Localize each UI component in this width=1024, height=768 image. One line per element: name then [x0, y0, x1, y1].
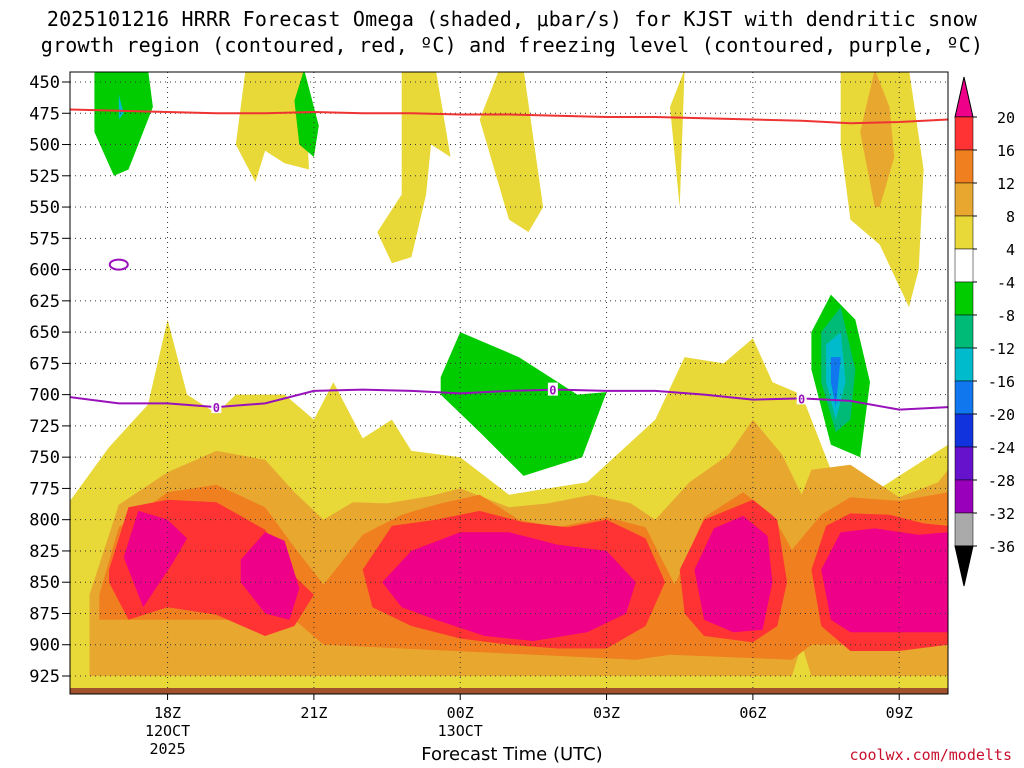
omega-region-upper-goldenrod — [860, 72, 895, 208]
xtick-label-21Z-0: 21Z — [300, 704, 327, 722]
title-line-1: 2025101216 HRRR Forecast Omega (shaded, … — [46, 7, 978, 31]
freezing-small-contour — [108, 258, 129, 271]
colorbar-swatch-6 — [954, 281, 974, 316]
ytick-label-750: 750 — [29, 448, 60, 468]
ytick-label-475: 475 — [29, 104, 60, 124]
colorbar-swatch-8 — [954, 347, 974, 382]
dendritic-growth-contour — [69, 108, 949, 125]
xtick-label-06Z-0: 06Z — [739, 704, 766, 722]
colorbar-label-1: 16 — [997, 142, 1015, 160]
freezing-label-bg-0 — [211, 400, 222, 414]
ytick-label-500: 500 — [29, 136, 60, 156]
colorbar-label-3: 8 — [1006, 208, 1015, 226]
omega-region-upper-yellow-1 — [235, 72, 309, 182]
xtick-label-09Z-0: 09Z — [886, 704, 913, 722]
colorbar-label-13: -36 — [988, 538, 1015, 556]
omega-region-upper-yellow-2 — [377, 72, 451, 264]
colorbar-swatch-9 — [954, 380, 974, 415]
ytick-label-900: 900 — [29, 636, 60, 656]
ytick-label-600: 600 — [29, 261, 60, 281]
omega-region-upper-yellow-4 — [670, 72, 685, 208]
xtick-label-18Z-1: 12OCT — [145, 722, 190, 740]
colorbar-label-7: -12 — [988, 340, 1015, 358]
omega-region-mid-green — [440, 332, 607, 476]
colorbar-label-12: -32 — [988, 505, 1015, 523]
title-line-2: growth region (contoured, red, ºC) and f… — [40, 33, 984, 57]
colorbar-swatch-10 — [954, 413, 974, 448]
colorbar-swatch-11 — [954, 446, 974, 481]
omega-region-low-level-magenta-4 — [694, 515, 773, 633]
freezing-label-2: 0 — [798, 392, 805, 406]
ground-strip — [70, 688, 948, 694]
ytick-label-650: 650 — [29, 323, 60, 343]
omega-region-low-level-magenta-1 — [123, 510, 188, 608]
colorbar-label-2: 12 — [997, 175, 1015, 193]
ytick-label-625: 625 — [29, 292, 60, 312]
colorbar-swatch-12 — [954, 479, 974, 514]
omega-region-upper-green-2 — [294, 72, 319, 157]
colorbar-label-9: -20 — [988, 406, 1015, 424]
colorbar-swatch-3 — [954, 182, 974, 217]
colorbar-top-arrow — [954, 76, 974, 118]
ytick-label-825: 825 — [29, 542, 60, 562]
ytick-label-575: 575 — [29, 229, 60, 249]
xtick-label-03Z-0: 03Z — [593, 704, 620, 722]
colorbar-label-6: -8 — [997, 307, 1015, 325]
freezing-label-bg-1 — [547, 382, 558, 396]
colorbar-label-4: 4 — [1006, 241, 1015, 259]
colorbar-swatch-4 — [954, 215, 974, 250]
xtick-label-18Z-0: 18Z — [154, 704, 181, 722]
omega-region-low-level-magenta-5 — [821, 528, 948, 633]
ytick-label-700: 700 — [29, 386, 60, 406]
ytick-label-725: 725 — [29, 417, 60, 437]
ytick-label-550: 550 — [29, 198, 60, 218]
omega-region-low-level-magenta-2 — [240, 532, 300, 620]
omega-region-upper-yellow-3 — [479, 72, 544, 233]
ytick-label-925: 925 — [29, 667, 60, 687]
ytick-label-800: 800 — [29, 511, 60, 531]
ytick-label-675: 675 — [29, 354, 60, 374]
ytick-label-525: 525 — [29, 167, 60, 187]
colorbar-swatch-2 — [954, 149, 974, 184]
colorbar-label-5: -4 — [997, 274, 1015, 292]
xtick-label-18Z-2: 2025 — [149, 740, 185, 758]
chart-title: 2025101216 HRRR Forecast Omega (shaded, … — [0, 6, 1024, 58]
x-axis-title: Forecast Time (UTC) — [421, 744, 603, 765]
colorbar-label-11: -28 — [988, 472, 1015, 490]
omega-region-upper-green-1 — [94, 72, 153, 176]
colorbar-swatch-5 — [954, 248, 974, 283]
xtick-label-00Z-0: 00Z — [447, 704, 474, 722]
colorbar-bottom-arrow — [954, 545, 974, 587]
credit-text: coolwx.com/modelts — [849, 746, 1012, 764]
xtick-label-00Z-1: 13OCT — [438, 722, 483, 740]
ytick-label-775: 775 — [29, 479, 60, 499]
colorbar-swatch-1 — [954, 116, 974, 151]
colorbar-label-10: -24 — [988, 439, 1015, 457]
freezing-label-0: 0 — [213, 401, 220, 415]
ytick-label-850: 850 — [29, 573, 60, 593]
plot-frame — [69, 71, 949, 695]
omega-shading-group — [70, 72, 948, 689]
ytick-label-875: 875 — [29, 604, 60, 624]
colorbar-label-0: 20 — [997, 109, 1015, 127]
ytick-label-450: 450 — [29, 73, 60, 93]
omega-region-right-blue — [830, 357, 841, 408]
freezing-label-bg-2 — [796, 391, 807, 405]
freezing-label-1: 0 — [549, 384, 556, 398]
colorbar-swatch-13 — [954, 512, 974, 547]
colorbar-swatch-7 — [954, 314, 974, 349]
colorbar-label-8: -16 — [988, 373, 1015, 391]
